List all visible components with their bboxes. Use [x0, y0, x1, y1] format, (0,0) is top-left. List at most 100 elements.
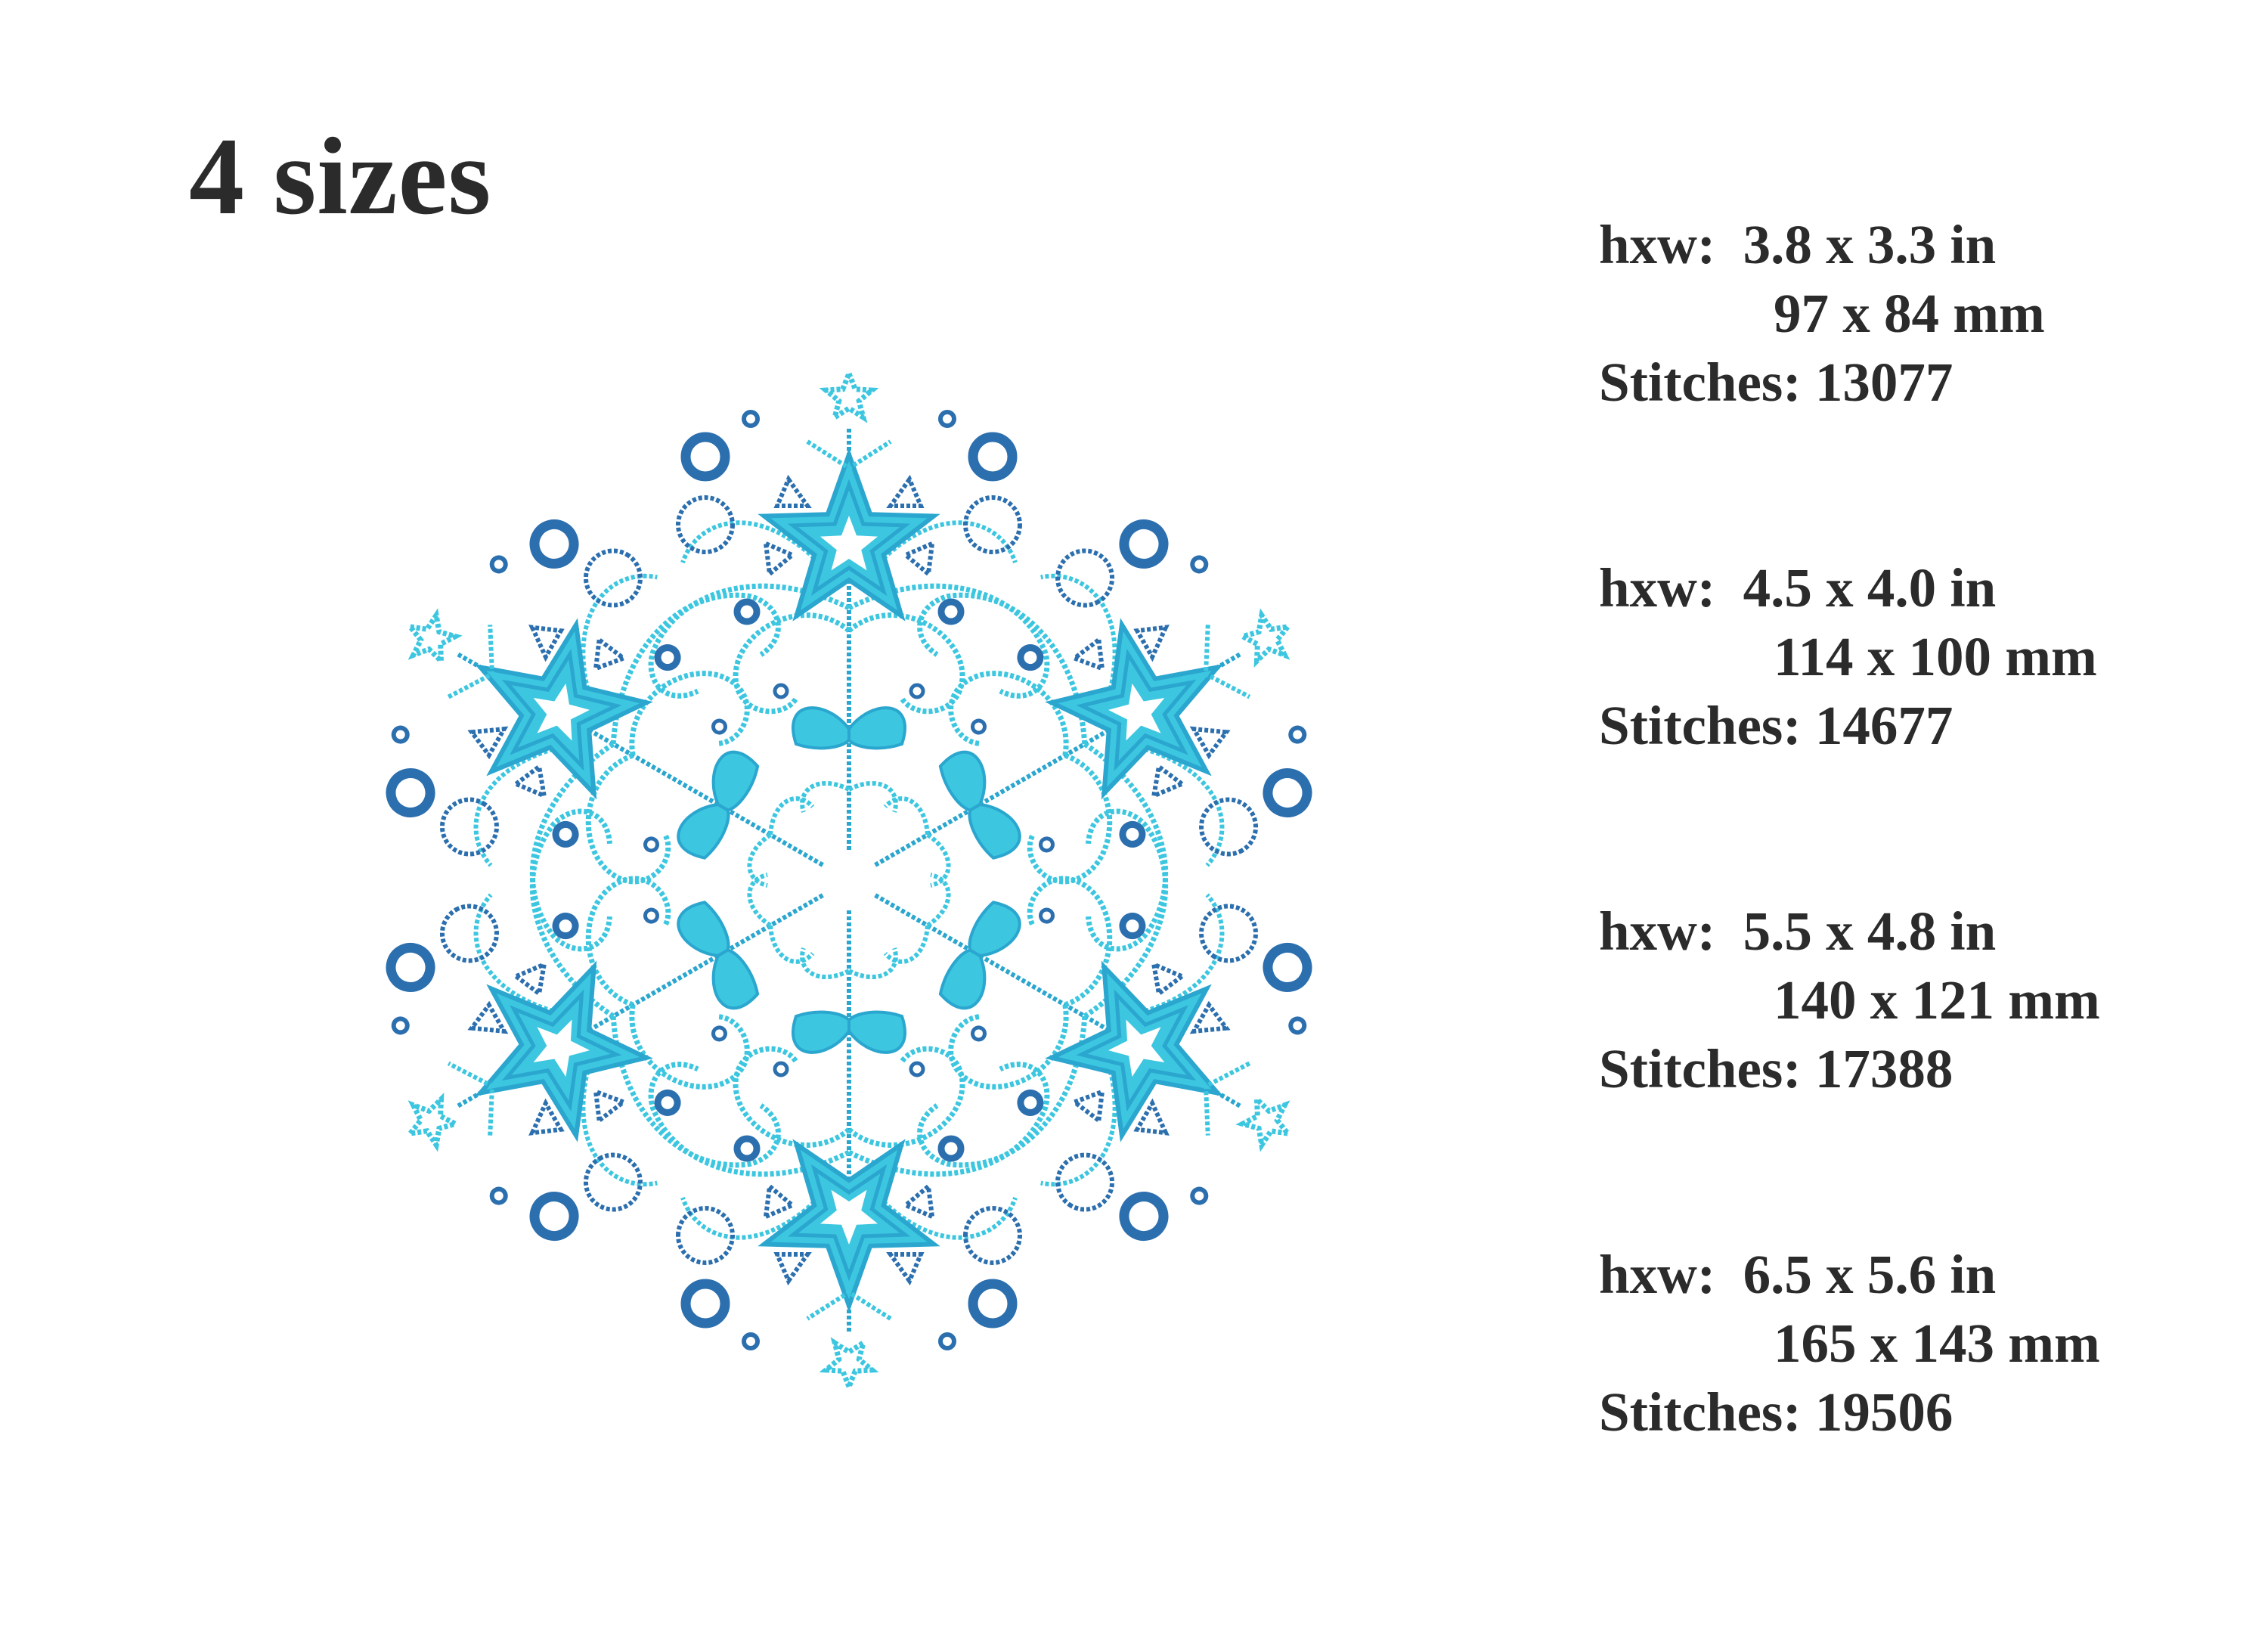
- tip-star-icon: [1235, 608, 1294, 668]
- dotted-circle: [583, 1152, 643, 1212]
- small-ring: [971, 1025, 987, 1042]
- mask-leaf: [792, 706, 850, 750]
- swirl: [847, 1062, 1050, 1177]
- small-ring: [1017, 1089, 1044, 1116]
- mask-leaf: [847, 706, 906, 750]
- dotted-circle: [676, 495, 735, 554]
- small-ring: [938, 410, 956, 428]
- size-hxw: hxw: 4.5 x 4.0 in: [1599, 557, 1997, 619]
- star-inner-outline: [787, 479, 911, 597]
- small-ring: [1039, 836, 1055, 853]
- small-ring: [1288, 1016, 1307, 1035]
- triangle: [528, 625, 565, 662]
- ring: [1119, 1192, 1169, 1242]
- triangle: [1189, 726, 1231, 760]
- size-spec-3: hxw: 5.5 x 4.8 in 140 x 121 mm Stitches:…: [1599, 897, 2100, 1103]
- star-center: [1108, 683, 1165, 741]
- dotted-circle: [1199, 904, 1259, 963]
- star-center: [533, 683, 590, 741]
- small-ring: [971, 718, 987, 735]
- leaf-vein: [800, 947, 850, 980]
- mask-leaf: [938, 948, 987, 1010]
- swirl: [733, 612, 851, 715]
- swirl: [847, 1046, 965, 1148]
- swirl: [610, 592, 781, 745]
- triangle: [1151, 960, 1187, 998]
- star-center: [820, 1189, 878, 1245]
- size-stitches: Stitches: 13077: [1599, 352, 1954, 413]
- size-spec-2: hxw: 4.5 x 4.0 in 114 x 100 mm Stitches:…: [1599, 553, 2097, 760]
- small-ring: [489, 1186, 508, 1205]
- swirl: [1027, 752, 1113, 885]
- triangle: [1133, 625, 1170, 662]
- triangle: [1070, 635, 1105, 672]
- leaf-vein: [926, 832, 951, 888]
- leaf-vein: [768, 796, 815, 836]
- small-ring: [909, 1061, 925, 1077]
- leaf-vein: [768, 925, 815, 964]
- swirl: [585, 752, 671, 885]
- small-ring: [1190, 1186, 1209, 1205]
- ring: [1263, 942, 1312, 992]
- mask-leaf: [711, 948, 760, 1010]
- mask-leaf: [792, 1010, 850, 1054]
- swirl: [917, 592, 1088, 745]
- triangle: [511, 762, 547, 800]
- swirl: [948, 671, 1069, 756]
- tip-chevron: [806, 439, 892, 471]
- mask-leaf: [968, 901, 1021, 958]
- small-ring: [552, 820, 579, 848]
- swirl: [847, 583, 1050, 699]
- ring: [1263, 768, 1312, 818]
- swirl: [1040, 573, 1117, 696]
- mask-leaf: [968, 802, 1021, 860]
- swirl: [585, 876, 671, 1008]
- ring: [529, 519, 579, 569]
- size-stitches: Stitches: 14677: [1599, 695, 1954, 756]
- size-hxw: hxw: 3.8 x 3.3 in: [1599, 214, 1997, 275]
- swirl: [847, 612, 965, 715]
- small-ring: [654, 644, 681, 671]
- mask-leaf: [711, 750, 760, 812]
- snowflake-arm: [648, 910, 1050, 1394]
- small-ring: [742, 1332, 760, 1350]
- tip-chevron: [1203, 625, 1251, 699]
- swirl: [648, 583, 850, 699]
- triangle: [1070, 1088, 1105, 1125]
- snowflake-arm: [874, 808, 1312, 1242]
- small-ring: [654, 1089, 681, 1116]
- size-mm: 165 x 143 mm: [1774, 1313, 2100, 1374]
- size-hxw: hxw: 5.5 x 4.8 in: [1599, 901, 1997, 962]
- small-ring: [391, 725, 410, 744]
- size-hxw: hxw: 6.5 x 5.6 in: [1599, 1244, 1997, 1305]
- dotted-circle: [963, 1206, 1022, 1265]
- leaf-vein: [847, 780, 898, 813]
- small-ring: [733, 1135, 761, 1162]
- small-ring: [1119, 913, 1146, 940]
- tip-chevron: [806, 1289, 892, 1321]
- dotted-circle: [1199, 797, 1259, 857]
- snowflake-arm: [386, 519, 824, 952]
- dotted-circle: [1055, 1152, 1115, 1212]
- leaf-vein: [747, 873, 772, 928]
- swirl: [529, 742, 615, 952]
- size-mm: 114 x 100 mm: [1774, 626, 2097, 687]
- small-ring: [1288, 725, 1307, 744]
- ring: [680, 432, 730, 482]
- swirl: [581, 1064, 658, 1187]
- star-inner-outline: [787, 1164, 911, 1282]
- tip-star-icon: [404, 1093, 463, 1152]
- small-ring: [937, 598, 965, 625]
- small-ring: [773, 1061, 789, 1077]
- dotted-circle: [439, 797, 499, 857]
- swirl: [680, 520, 821, 565]
- small-ring: [643, 907, 659, 924]
- small-ring: [1190, 555, 1209, 574]
- star-center: [820, 516, 878, 571]
- leaf-vein: [883, 925, 930, 964]
- mask-leaf: [938, 750, 987, 812]
- ring: [386, 942, 435, 992]
- dotted-circle: [439, 904, 499, 963]
- star-inner-outline: [1076, 648, 1197, 771]
